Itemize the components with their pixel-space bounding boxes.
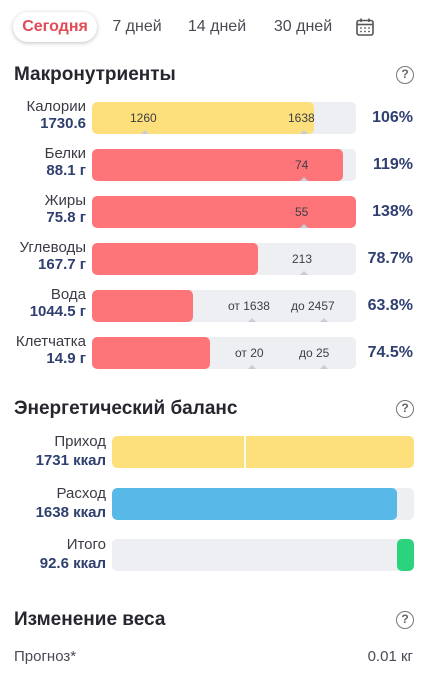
macro-row-fats: Жиры 75.8 г 55 138% (0, 192, 421, 230)
macro-marker-min: 1260 (130, 111, 157, 125)
macro-percent: 119% (372, 156, 413, 173)
macro-bar-fill (92, 290, 193, 322)
macro-percent: 78.7% (367, 250, 413, 267)
macro-marker-target: 213 (292, 252, 313, 266)
macro-bar: 74 (92, 149, 356, 181)
macro-value: 75.8 г (46, 209, 86, 226)
tab-30-days[interactable]: 30 дней (273, 18, 333, 35)
energy-bar-fill (112, 436, 414, 468)
energy-label: Расход (56, 485, 106, 502)
macro-bar: от 1638 до 2457 (92, 290, 356, 322)
macro-marker-min: от 1638 (228, 299, 270, 313)
macro-marker-max: 1638 (288, 111, 315, 125)
energy-label: Итого (66, 536, 106, 553)
macro-percent: 63.8% (367, 297, 413, 314)
energy-bar-fill (397, 539, 414, 571)
macro-value: 1044.5 г (29, 303, 86, 320)
energy-bar (112, 436, 414, 468)
marker-tick (248, 318, 256, 322)
energy-bar-fill (112, 488, 397, 520)
energy-value: 1638 ккал (35, 504, 106, 521)
weight-title: Изменение веса (14, 609, 166, 630)
macros-help-icon[interactable]: ? (396, 66, 414, 84)
macro-bar: 55 (92, 196, 356, 228)
macro-label: Вода (50, 286, 86, 303)
macro-bar: 1260 1638 (92, 102, 356, 134)
macro-row-calories: Калории 1730.6 1260 1638 106% (0, 98, 421, 136)
macro-label: Углеводы (19, 239, 86, 256)
macro-bar: 213 (92, 243, 356, 275)
macro-label: Жиры (44, 192, 86, 209)
macro-marker-target: 55 (295, 205, 309, 219)
energy-title: Энергетический баланс (14, 398, 238, 419)
energy-value: 92.6 ккал (39, 555, 106, 572)
marker-tick (300, 224, 308, 228)
macro-row-water: Вода 1044.5 г от 1638 до 2457 63.8% (0, 286, 421, 324)
energy-row-intake: Приход 1731 ккал (0, 433, 421, 476)
macros-title: Макронутриенты (14, 64, 176, 85)
energy-bar (112, 539, 414, 571)
marker-tick (300, 177, 308, 181)
macro-value: 88.1 г (46, 162, 86, 179)
macro-marker-max: до 2457 (291, 299, 335, 313)
forecast-label: Прогноз* (14, 648, 77, 665)
macro-bar-fill (92, 337, 210, 369)
macro-row-fiber: Клетчатка 14.9 г от 20 до 25 74.5% (0, 333, 421, 371)
energy-help-icon[interactable]: ? (396, 400, 414, 418)
macro-row-protein: Белки 88.1 г 74 119% (0, 145, 421, 183)
macro-bar: от 20 до 25 (92, 337, 356, 369)
macro-bar-fill (92, 243, 258, 275)
macro-value: 1730.6 (40, 115, 86, 132)
marker-tick (320, 318, 328, 322)
macro-percent: 106% (372, 109, 413, 126)
energy-value: 1731 ккал (35, 452, 106, 469)
weight-help-icon[interactable]: ? (396, 611, 414, 629)
macro-label: Клетчатка (15, 333, 86, 350)
energy-label: Приход (54, 433, 106, 450)
calendar-icon[interactable] (355, 17, 375, 37)
tab-today[interactable]: Сегодня (13, 12, 97, 42)
period-tabs: Сегодня 7 дней 14 дней 30 дней (0, 0, 421, 56)
macro-bar-fill (92, 149, 343, 181)
energy-bar-divider (244, 436, 246, 468)
macro-value: 167.7 г (38, 256, 86, 273)
macro-row-carbs: Углеводы 167.7 г 213 78.7% (0, 239, 421, 277)
macro-bar-fill (92, 196, 356, 228)
energy-row-expense: Расход 1638 ккал (0, 485, 421, 528)
energy-bar (112, 488, 414, 520)
marker-tick (320, 365, 328, 369)
marker-tick (300, 271, 308, 275)
forecast-value: 0.01 кг (367, 648, 413, 665)
marker-tick (141, 130, 149, 134)
energy-row-total: Итого 92.6 ккал (0, 536, 421, 579)
macro-bar-fill (92, 102, 314, 134)
marker-tick (248, 365, 256, 369)
macro-value: 14.9 г (46, 350, 86, 367)
macro-label: Калории (26, 98, 86, 115)
macro-label: Белки (44, 145, 86, 162)
tab-14-days[interactable]: 14 дней (187, 18, 247, 35)
macro-marker-target: 74 (295, 158, 309, 172)
macro-percent: 74.5% (367, 344, 413, 361)
tab-7-days[interactable]: 7 дней (112, 18, 162, 35)
marker-tick (300, 130, 308, 134)
macro-marker-min: от 20 (235, 346, 264, 360)
macro-marker-max: до 25 (299, 346, 330, 360)
macro-percent: 138% (372, 203, 413, 220)
